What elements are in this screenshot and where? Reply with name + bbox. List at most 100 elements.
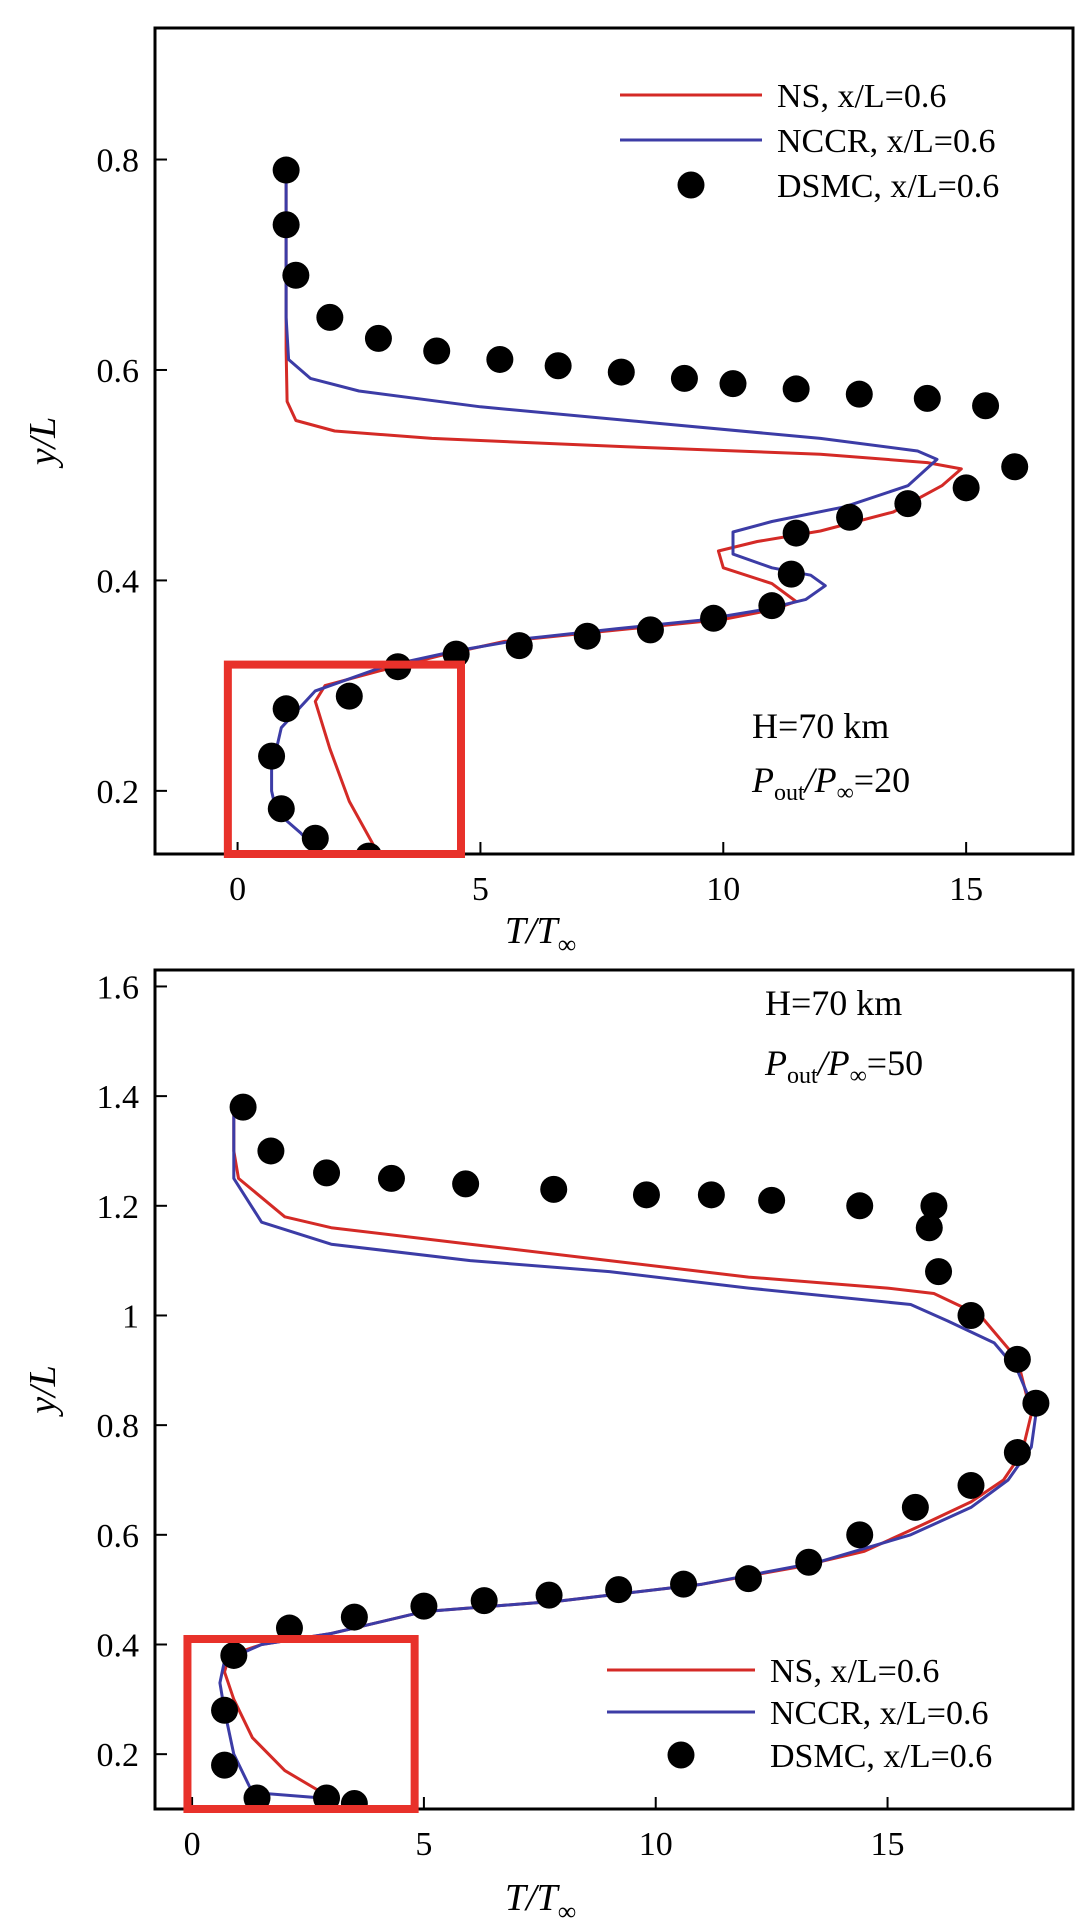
dsmc-point (544, 352, 572, 380)
dsmc-point (901, 1493, 929, 1521)
y-tick-label: 0.2 (97, 1737, 140, 1774)
y-axis-label: y/L (22, 1365, 64, 1418)
dsmc-point (605, 1576, 633, 1604)
dsmc-point (913, 384, 941, 412)
dsmc-point (719, 370, 747, 398)
plot-frame (153, 26, 1075, 856)
dsmc-point (573, 622, 601, 650)
dsmc-point (632, 1181, 660, 1209)
dsmc-point (1022, 1389, 1050, 1417)
dsmc-point (313, 1159, 341, 1187)
dsmc-point (758, 1186, 786, 1214)
legend-marker-swatch (667, 1741, 695, 1769)
dsmc-point (1001, 453, 1029, 481)
y-tick-label: 0.2 (97, 774, 140, 811)
dsmc-point (505, 632, 533, 660)
dsmc-point (470, 1587, 498, 1615)
annotation-pressure-ratio: Pout/P∞=50 (764, 1043, 923, 1089)
series-line (284, 159, 963, 854)
x-axis-label: T/T∞ (505, 1877, 576, 1920)
dsmc-point (758, 592, 786, 620)
dsmc-point (423, 337, 451, 365)
dsmc-point (1003, 1345, 1031, 1373)
dsmc-point (301, 824, 329, 852)
y-tick-label: 1.2 (97, 1189, 140, 1226)
legend-label: NCCR, x/L=0.6 (770, 1695, 988, 1732)
y-tick-label: 0.6 (97, 1518, 140, 1555)
dsmc-point (313, 1784, 341, 1809)
legend-marker-swatch (677, 171, 705, 199)
y-tick-label: 0.4 (97, 1627, 140, 1664)
plot-frame (153, 968, 1075, 1811)
series-line (270, 159, 939, 854)
dsmc-point (267, 795, 295, 823)
dsmc-point (316, 303, 344, 331)
dsmc-point (846, 1521, 874, 1549)
dsmc-point (845, 380, 873, 408)
dsmc-point (275, 1614, 303, 1642)
x-tick-label: 10 (706, 871, 740, 908)
dsmc-point (258, 742, 286, 770)
dsmc-point (957, 1471, 985, 1499)
dsmc-point (670, 364, 698, 392)
dsmc-point (607, 358, 635, 386)
y-tick-label: 0.8 (97, 143, 140, 180)
x-tick-label: 5 (472, 871, 489, 908)
dsmc-point (952, 474, 980, 502)
y-tick-label: 1 (122, 1298, 139, 1335)
dsmc-point (211, 1696, 239, 1724)
dsmc-point (452, 1170, 480, 1198)
dsmc-point (257, 1137, 285, 1165)
dsmc-point (697, 1181, 725, 1209)
x-tick-label: 15 (949, 871, 983, 908)
y-tick-label: 0.4 (97, 563, 140, 600)
dsmc-point (925, 1258, 953, 1286)
legend-label: DSMC, x/L=0.6 (770, 1738, 992, 1775)
dsmc-point (846, 1192, 874, 1220)
dsmc-point (340, 1603, 368, 1631)
x-tick-label: 0 (184, 1826, 201, 1863)
y-tick-label: 0.6 (97, 353, 140, 390)
chart-bottom: 0 5 10 15 0.2 0.4 0.6 0.8 1 1.2 1.4 1.6 NS, x/L=0.6 N… (22, 968, 1075, 1920)
highlight-box (223, 660, 465, 859)
dsmc-point (700, 604, 728, 632)
dsmc-point (540, 1175, 568, 1203)
dsmc-point (795, 1548, 823, 1576)
dsmc-point (220, 1641, 248, 1669)
dsmc-point (272, 695, 300, 723)
annotation-altitude: H=70 km (752, 706, 889, 746)
y-tick-label: 1.4 (97, 1079, 140, 1116)
dsmc-point (335, 682, 363, 710)
legend-label: NS, x/L=0.6 (777, 78, 946, 115)
dsmc-point (972, 392, 1000, 420)
dsmc-point (734, 1565, 762, 1593)
highlight-box (183, 1635, 419, 1814)
legend-label: NCCR, x/L=0.6 (777, 123, 995, 160)
dsmc-point (272, 156, 300, 184)
dsmc-point (272, 211, 300, 239)
dsmc-point (229, 1093, 257, 1121)
legend-label: NS, x/L=0.6 (770, 1653, 939, 1690)
dsmc-point (777, 560, 805, 588)
dsmc-point (915, 1214, 943, 1242)
y-axis-label: y/L (22, 417, 64, 470)
dsmc-point (377, 1164, 405, 1192)
x-tick-label: 5 (415, 1826, 432, 1863)
dsmc-point (920, 1192, 948, 1220)
y-tick-label: 1.6 (97, 969, 140, 1006)
dsmc-point (211, 1751, 239, 1779)
annotation-pressure-ratio: Pout/P∞=20 (751, 760, 910, 806)
dsmc-point (340, 1790, 368, 1809)
legend-label: DSMC, x/L=0.6 (777, 168, 999, 205)
dsmc-point (282, 261, 310, 289)
y-tick-label: 0.8 (97, 1408, 140, 1445)
dsmc-point (957, 1301, 985, 1329)
chart-top: 0 5 10 15 0.2 0.4 0.6 0.8 NS, x/L=0.6 NCCR, x/L=0… (22, 26, 1075, 959)
dsmc-point (486, 345, 514, 373)
dsmc-point (535, 1581, 563, 1609)
dsmc-point (410, 1592, 438, 1620)
dsmc-point (364, 324, 392, 352)
dsmc-point (670, 1570, 698, 1598)
annotation-altitude: H=70 km (765, 983, 902, 1023)
